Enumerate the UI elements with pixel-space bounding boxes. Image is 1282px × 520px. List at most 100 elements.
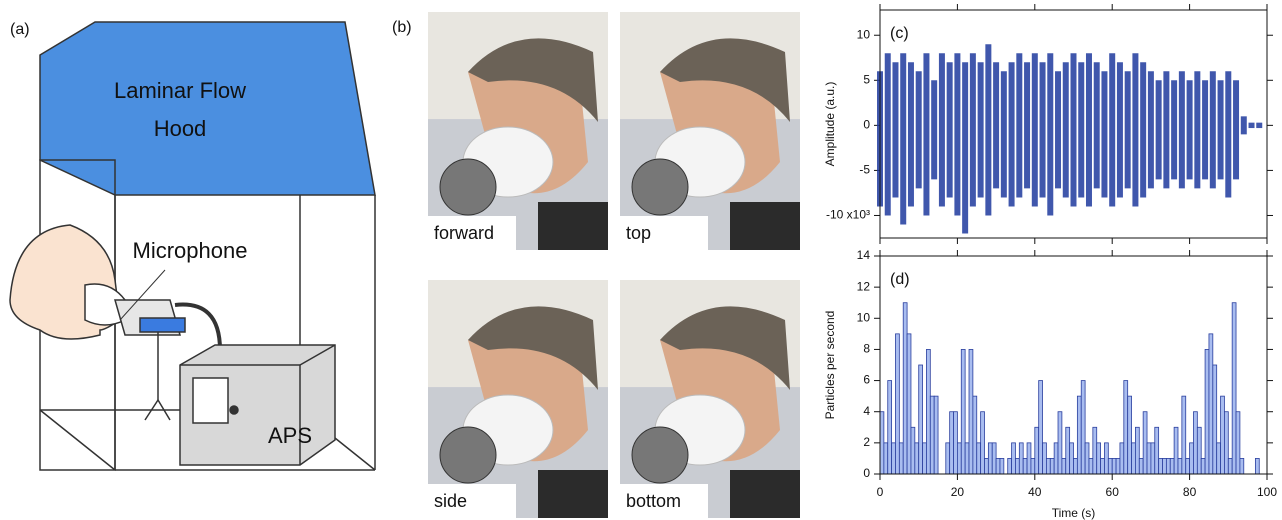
instrument-label: APS xyxy=(268,423,312,448)
bar xyxy=(934,396,938,474)
funnel xyxy=(440,427,496,483)
shirt xyxy=(538,470,608,518)
bar xyxy=(988,443,992,474)
bar xyxy=(1155,427,1159,474)
bar xyxy=(1070,443,1074,474)
y-tick-label: 6 xyxy=(863,373,870,387)
x-tick-label: 40 xyxy=(1028,485,1042,499)
y-tick-label: 8 xyxy=(863,342,870,356)
y-tick-label: 5 xyxy=(863,72,870,86)
shirt xyxy=(730,470,800,518)
bar xyxy=(1000,458,1004,474)
y-axis-label: Amplitude (a.u.) xyxy=(823,82,837,167)
bar xyxy=(1236,412,1240,474)
bar xyxy=(1031,458,1035,474)
x-tick-label: 0 xyxy=(877,485,884,499)
bar xyxy=(950,412,954,474)
photo-caption: side xyxy=(434,491,467,511)
bar xyxy=(1205,349,1209,474)
photo-caption: forward xyxy=(434,223,494,243)
bar xyxy=(1132,443,1136,474)
bar xyxy=(1166,458,1170,474)
bar xyxy=(1178,458,1182,474)
bar xyxy=(984,458,988,474)
bar xyxy=(1062,458,1066,474)
bar xyxy=(1050,458,1054,474)
bar xyxy=(1159,458,1163,474)
bar xyxy=(1104,443,1108,474)
bar xyxy=(1255,458,1259,474)
shirt xyxy=(538,202,608,250)
bar xyxy=(1232,303,1236,474)
bar xyxy=(1097,443,1101,474)
bar xyxy=(961,349,965,474)
funnel xyxy=(440,159,496,215)
bar xyxy=(1147,443,1151,474)
bar xyxy=(1197,427,1201,474)
bar xyxy=(1019,443,1023,474)
bar xyxy=(1151,443,1155,474)
bar xyxy=(1074,458,1078,474)
y-axis-label: Particles per second xyxy=(823,311,837,420)
bar xyxy=(903,303,907,474)
bar xyxy=(930,396,934,474)
photo-caption: bottom xyxy=(626,491,681,511)
y-tick-label: 10 xyxy=(857,310,871,324)
bar xyxy=(1085,443,1089,474)
y-tick-label: 0 xyxy=(863,466,870,480)
bar xyxy=(1163,458,1167,474)
y-tick-label: 0 xyxy=(863,118,870,132)
bar xyxy=(884,443,888,474)
bar xyxy=(1112,458,1116,474)
bar xyxy=(1046,458,1050,474)
bar xyxy=(1116,458,1120,474)
bar xyxy=(919,365,923,474)
bar xyxy=(1054,443,1058,474)
bar xyxy=(1077,396,1081,474)
bar xyxy=(1228,458,1232,474)
bar xyxy=(1209,334,1213,474)
bar xyxy=(1039,381,1043,474)
bar xyxy=(888,381,892,474)
bar xyxy=(1213,365,1217,474)
x-axis-label: Time (s) xyxy=(1052,506,1096,520)
panel-label: (b) xyxy=(392,19,412,36)
bar xyxy=(973,396,977,474)
y-tick-label: -5 xyxy=(859,163,870,177)
bar xyxy=(1143,412,1147,474)
bar xyxy=(965,443,969,474)
panel-label: (a) xyxy=(10,21,30,38)
charts: 1050-5-10 x10³(c)Amplitude (a.u.)0246810… xyxy=(823,4,1277,520)
panel-label: (d) xyxy=(890,271,910,288)
x-tick-label: 80 xyxy=(1183,485,1197,499)
bar xyxy=(1240,458,1244,474)
bar xyxy=(992,443,996,474)
bar xyxy=(1174,427,1178,474)
bar xyxy=(1043,443,1047,474)
bar xyxy=(1193,412,1197,474)
bar xyxy=(1058,412,1062,474)
bar xyxy=(977,443,981,474)
hood-label: Laminar Flow xyxy=(114,78,246,103)
bar xyxy=(1170,458,1174,474)
bar xyxy=(1008,458,1012,474)
bar xyxy=(907,334,911,474)
bar xyxy=(1101,458,1105,474)
figure: (a) Laminar Flow Hood Microphone APS (b)… xyxy=(0,0,1282,520)
x-tick-label: 100 xyxy=(1257,485,1277,499)
photo-grid: forwardtopsidebottom xyxy=(428,12,800,518)
bar xyxy=(1120,443,1124,474)
funnel xyxy=(632,159,688,215)
y-tick-label: 12 xyxy=(857,279,871,293)
bar xyxy=(1201,458,1205,474)
bar xyxy=(911,427,915,474)
y-tick-label: -10 x10³ xyxy=(826,208,870,222)
bar xyxy=(946,443,950,474)
hood-label: Hood xyxy=(154,116,207,141)
bar xyxy=(1221,396,1225,474)
bar xyxy=(1089,458,1093,474)
y-tick-label: 10 xyxy=(857,27,871,41)
shirt xyxy=(730,202,800,250)
bar xyxy=(1081,381,1085,474)
panel-label: (c) xyxy=(890,25,909,42)
